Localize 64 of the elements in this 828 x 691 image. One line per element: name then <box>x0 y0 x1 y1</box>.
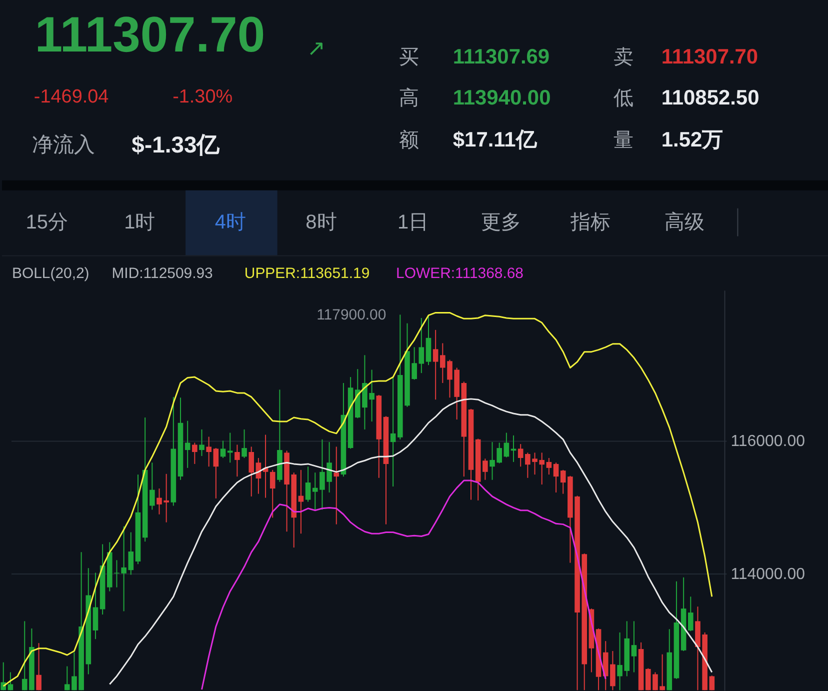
text: $17.11亿 <box>452 128 538 152</box>
candlestick <box>510 434 516 462</box>
candlestick <box>390 377 396 488</box>
candlestick <box>546 457 552 476</box>
text: 更多 <box>480 211 521 234</box>
text: 1.52万 <box>661 128 724 152</box>
text: UPPER:113651.19 <box>244 265 370 282</box>
text: 低 <box>614 88 634 110</box>
line-series <box>201 480 606 690</box>
annotation: 117900.00 <box>316 306 386 324</box>
candlestick <box>426 314 432 366</box>
candlestick <box>631 620 637 673</box>
text: 1日 <box>397 211 429 234</box>
candlestick <box>270 469 276 518</box>
candlestick <box>305 466 311 502</box>
text: 卖 <box>614 46 634 69</box>
line-series <box>108 398 713 685</box>
text: 113940.00 <box>452 86 551 110</box>
text: 1时 <box>124 211 156 234</box>
candlestick <box>234 444 240 478</box>
candlestick <box>213 448 219 499</box>
candlestick <box>0 662 6 691</box>
text: 111307.69 <box>452 46 550 69</box>
candlestick <box>184 420 190 468</box>
candlestick <box>206 436 212 468</box>
text: ↗ <box>307 36 326 61</box>
text: 8时 <box>306 211 337 234</box>
candlestick <box>242 428 247 458</box>
text: $-1.33亿 <box>132 131 221 158</box>
y-tick-label: 116000.00 <box>730 433 806 450</box>
candlestick <box>482 458 488 480</box>
text: 高 <box>399 86 420 110</box>
candlestick <box>92 572 98 640</box>
text: 4时 <box>214 211 246 234</box>
candlestick <box>248 446 254 497</box>
text: 净流入 <box>32 133 95 156</box>
text: 15分 <box>26 211 68 234</box>
text: 111307.70 <box>34 6 266 63</box>
candlestick <box>334 446 340 525</box>
candlestick <box>504 432 510 458</box>
text: 指标 <box>570 211 611 234</box>
candlestick <box>150 462 155 510</box>
candlestick <box>220 440 226 458</box>
candlestick <box>298 469 304 534</box>
text: MID:112509.93 <box>112 265 213 282</box>
candlestick <box>553 462 559 493</box>
candlestick <box>227 432 233 464</box>
candlestick <box>199 428 204 456</box>
candlestick <box>192 442 198 464</box>
text: 110852.50 <box>661 86 760 110</box>
text: 量 <box>614 129 634 152</box>
text: 买 <box>399 46 420 69</box>
candlestick <box>432 329 438 400</box>
text: BOLL(20,2) <box>12 265 90 282</box>
text: -1469.04 <box>34 86 109 108</box>
y-tick-label: 114000.00 <box>730 566 806 583</box>
candlestick <box>36 642 42 691</box>
text: 111307.70 <box>661 46 758 69</box>
text: LOWER:111368.68 <box>396 265 524 282</box>
candlestick <box>688 596 694 632</box>
candlestick <box>8 672 14 691</box>
text: 高级 <box>664 210 704 234</box>
text: -1.30% <box>172 86 233 108</box>
text: 额 <box>399 129 420 152</box>
